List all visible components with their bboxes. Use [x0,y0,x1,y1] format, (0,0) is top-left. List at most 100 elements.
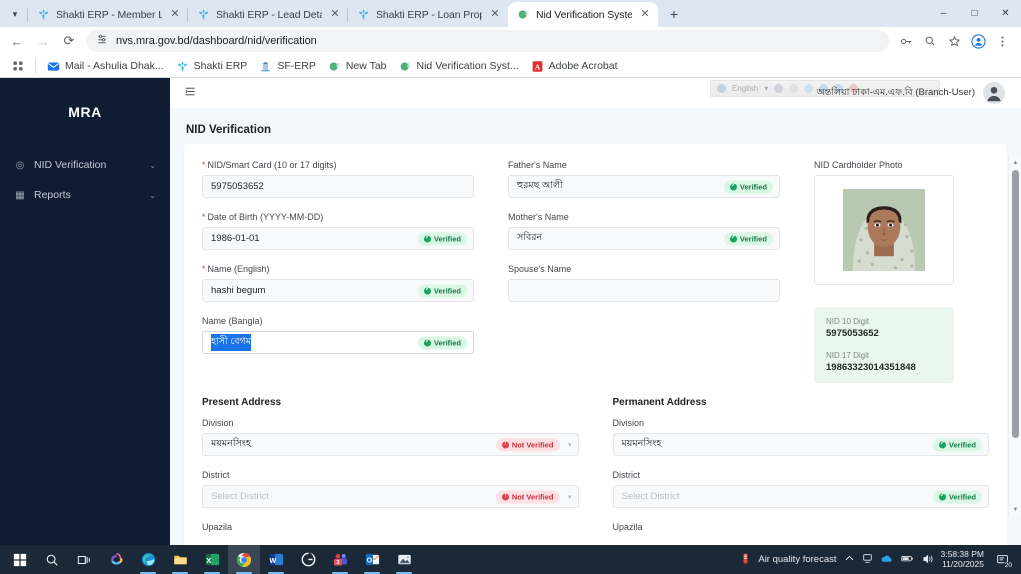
maximize-button[interactable]: □ [971,8,978,19]
browser-tab[interactable]: Shakti ERP - Loan Proposal Det ✕ [347,2,508,27]
status-badge: ! Not Verified [495,490,560,503]
show-hidden-icons-chevron[interactable] [844,553,855,566]
check-icon: ✓ [938,440,946,448]
notification-center-button[interactable]: 20 [991,545,1013,574]
tab-title: Shakti ERP - Loan Proposal Det [376,8,482,21]
volume-icon[interactable] [922,553,934,567]
battery-icon[interactable] [900,553,915,566]
copilot-button[interactable] [100,545,132,574]
windows-start-icon[interactable] [4,545,36,574]
task-view-button[interactable] [68,545,100,574]
field-value: 5975053652 [211,181,264,192]
close-icon[interactable]: ✕ [330,8,340,20]
badge-label: Verified [739,234,767,243]
search-icon[interactable] [919,30,941,52]
password-key-icon[interactable] [895,30,917,52]
tab-strip: ▾ Shakti ERP - Member Lead List ✕ Shakti… [0,0,1021,27]
three-dot-menu-icon[interactable] [991,30,1013,52]
permanent-district-select[interactable]: Select District ✓ Verified [612,485,989,508]
sidebar-item-nid-verification[interactable]: ◎ NID Verification ⌄ [0,150,170,180]
father-name-input[interactable]: হুরমছ আলী ✓ Verified [508,175,780,198]
chevron-down-icon[interactable]: ▾ [567,493,572,501]
name-bangla-input[interactable]: হাসী বেগম ✓ Verified [202,331,474,354]
scroll-down-arrow-icon[interactable]: ▼ [1012,506,1019,513]
social-icon-4 [834,84,844,93]
nvs-favicon [517,8,530,21]
status-badge: ✓ Verified [723,232,773,245]
field-value: ময়মনসিংহ [621,438,662,449]
user-menu[interactable]: অন্তলিয়া ঢাকা-এম.এফ.বি (Branch-User) [817,78,1005,108]
bookmark-item[interactable]: New Tab [322,58,393,75]
taskbar-clock[interactable]: 3:58:38 PM 11/20/2025 [941,549,984,570]
chevron-down-icon[interactable]: ▾ [567,441,572,449]
word-button[interactable]: W [260,545,292,574]
shakti-favicon [357,8,370,21]
edge-button[interactable] [132,545,164,574]
teams-button[interactable]: 3 [324,545,356,574]
search-button[interactable] [36,545,68,574]
chrome-button[interactable] [228,545,260,574]
gmail-icon [47,60,60,73]
back-arrow-icon[interactable]: ← [10,33,24,49]
remote-desktop-icon[interactable] [862,553,873,566]
bookmark-item[interactable]: SF-ERP [253,58,322,75]
site-settings-icon[interactable] [96,32,108,50]
tab-search-chevron-down-icon[interactable]: ▾ [12,8,18,19]
excel-button[interactable]: X [196,545,228,574]
badge-label: Not Verified [511,440,554,449]
aqi-icon [739,552,752,568]
field-group-name-english: * Name (English) hashi begum ✓ Verified [202,264,474,302]
photos-button[interactable] [388,545,420,574]
present-district-select[interactable]: Select District ! Not Verified ▾ [202,485,579,508]
bookmark-star-icon[interactable] [943,30,965,52]
chevron-down-icon[interactable]: ⌄ [149,160,156,170]
mother-name-input[interactable]: সবিরন ✓ Verified [508,227,780,250]
address-bar[interactable]: nvs.mra.gov.bd/dashboard/nid/verificatio… [86,30,889,52]
chevron-down-icon[interactable]: ⌄ [149,190,156,200]
page-scrollbar[interactable]: ▲ ▼ [1008,156,1021,516]
svg-text:X: X [206,556,211,565]
google-translate-toolbar[interactable]: English ▾ [710,80,940,97]
scroll-up-arrow-icon[interactable]: ▲ [1012,159,1019,166]
reload-icon[interactable]: ⟳ [63,33,75,48]
bookmark-item[interactable]: Mail - Ashulia Dhak... [41,58,170,75]
alert-icon: ! [501,493,509,500]
spouse-name-input[interactable] [508,279,780,302]
bookmark-item[interactable]: Nid Verification Syst... [393,58,525,75]
apps-grid-icon[interactable] [6,58,30,74]
close-icon[interactable]: ✕ [170,8,180,20]
field-group-spouse-name: Spouse's Name [508,264,780,302]
browser-tab[interactable]: Shakti ERP - Member Lead List ✕ [27,2,188,27]
name-english-input[interactable]: hashi begum ✓ Verified [202,279,474,302]
minimize-button[interactable]: – [940,8,947,19]
onedrive-icon[interactable] [880,552,893,567]
forward-arrow-icon[interactable]: → [36,33,50,49]
nid-input[interactable]: 5975053652 [202,175,474,198]
user-avatar-icon[interactable] [983,82,1005,104]
bookmark-item[interactable]: Shakti ERP [170,58,254,75]
new-tab-button[interactable]: + [669,6,679,22]
profile-avatar-icon[interactable] [967,30,989,52]
close-icon[interactable]: ✕ [640,8,650,20]
app-topbar: English ▾ অন্তলিয়া ঢাকা-এম.এফ.বি (Branc… [170,78,1021,108]
field-label: * Name (English) [202,264,270,274]
weather-widget[interactable]: Air quality forecast [739,552,837,568]
sidebar-item-reports[interactable]: ▦ Reports ⌄ [0,180,170,210]
translate-language-label: English [732,84,759,93]
bookmark-item[interactable]: A Adobe Acrobat [525,58,624,75]
close-icon[interactable]: ✕ [490,8,500,20]
date-of-birth-input[interactable]: 1986-01-01 ✓ Verified [202,227,474,250]
tab-title: Shakti ERP - Lead Details [216,8,322,21]
grammarly-button[interactable] [292,545,324,574]
scrollbar-thumb[interactable] [1012,170,1019,438]
chevron-down-icon[interactable]: ▾ [764,84,769,93]
notification-count: 20 [1003,562,1013,569]
browser-tab[interactable]: Shakti ERP - Lead Details ✕ [187,2,348,27]
permanent-division-select[interactable]: ময়মনসিংহ ✓ Verified [612,433,989,456]
hamburger-menu-icon[interactable] [184,85,197,101]
present-division-select[interactable]: ময়মনসিংহ ! Not Verified ▾ [202,433,579,456]
outlook-button[interactable]: O [356,545,388,574]
file-explorer-button[interactable] [164,545,196,574]
browser-tab-active[interactable]: Nid Verification System ✕ [508,2,658,27]
close-window-button[interactable]: ✕ [1001,8,1010,19]
